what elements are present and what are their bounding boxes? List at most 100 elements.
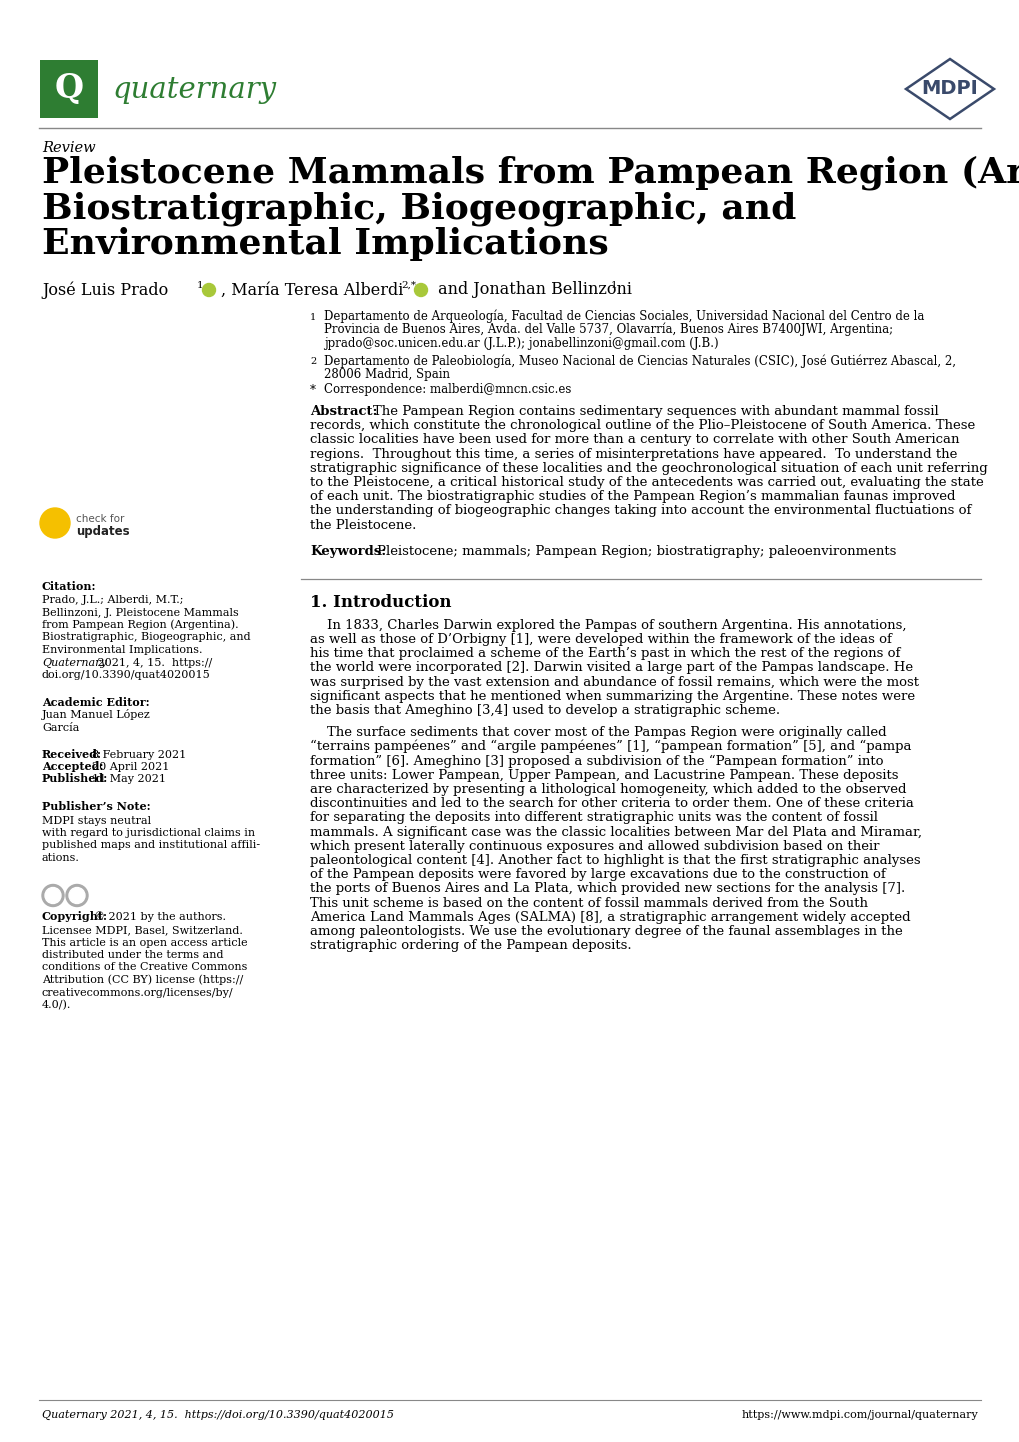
Text: mammals. A significant case was the classic localities between Mar del Plata and: mammals. A significant case was the clas… <box>310 826 921 839</box>
Text: and Jonathan Bellinzoni: and Jonathan Bellinzoni <box>433 281 637 298</box>
Text: ations.: ations. <box>42 854 79 862</box>
Text: the Pleistocene.: the Pleistocene. <box>310 519 416 532</box>
Text: MDPI stays neutral: MDPI stays neutral <box>42 816 151 825</box>
Text: 2,*: 2,* <box>400 281 416 290</box>
Text: 1: 1 <box>610 281 618 290</box>
Text: regions.  Throughout this time, a series of misinterpretations have appeared.  T: regions. Throughout this time, a series … <box>310 447 957 460</box>
Text: are characterized by presenting a lithological homogeneity, which added to the o: are characterized by presenting a lithol… <box>310 783 906 796</box>
Text: classic localities have been used for more than a century to correlate with othe: classic localities have been used for mo… <box>310 434 959 447</box>
Text: to the Pleistocene, a critical historical study of the antecedents was carried o: to the Pleistocene, a critical historica… <box>310 476 982 489</box>
Text: discontinuities and led to the search for other criteria to order them. One of t: discontinuities and led to the search fo… <box>310 797 913 810</box>
Text: 1: 1 <box>310 313 316 322</box>
Text: José Luis Prado: José Luis Prado <box>42 281 173 298</box>
Text: 1. Introduction: 1. Introduction <box>310 594 451 611</box>
Text: Pleistocene; mammals; Pampean Region; biostratigraphy; paleoenvironments: Pleistocene; mammals; Pampean Region; bi… <box>377 545 896 558</box>
Text: 4.0/).: 4.0/). <box>42 999 71 1009</box>
Text: which present laterally continuous exposures and allowed subdivision based on th: which present laterally continuous expos… <box>310 839 878 852</box>
Text: Juan Manuel López: Juan Manuel López <box>42 709 151 721</box>
Text: Review: Review <box>42 141 96 154</box>
Text: was surprised by the vast extension and abundance of fossil remains, which were : was surprised by the vast extension and … <box>310 676 918 689</box>
Text: Licensee MDPI, Basel, Switzerland.: Licensee MDPI, Basel, Switzerland. <box>42 924 243 934</box>
Text: from Pampean Region (Argentina).: from Pampean Region (Argentina). <box>42 620 238 630</box>
Text: cc: cc <box>48 891 58 900</box>
Text: Keywords:: Keywords: <box>310 545 386 558</box>
Text: Accepted:: Accepted: <box>42 761 103 771</box>
Text: stratigraphic ordering of the Pampean deposits.: stratigraphic ordering of the Pampean de… <box>310 939 631 952</box>
Text: significant aspects that he mentioned when summarizing the Argentine. These note: significant aspects that he mentioned wh… <box>310 689 914 702</box>
Text: ID: ID <box>206 287 212 293</box>
Text: Attribution (CC BY) license (https://: Attribution (CC BY) license (https:// <box>42 975 243 985</box>
Text: García: García <box>42 722 79 733</box>
Text: of each unit. The biostratigraphic studies of the Pampean Region’s mammalian fau: of each unit. The biostratigraphic studi… <box>310 490 955 503</box>
Text: of the Pampean deposits were favored by large excavations due to the constructio: of the Pampean deposits were favored by … <box>310 868 884 881</box>
Text: creativecommons.org/licenses/by/: creativecommons.org/licenses/by/ <box>42 988 233 998</box>
Text: the world were incorporated [2]. Darwin visited a large part of the Pampas lands: the world were incorporated [2]. Darwin … <box>310 662 912 675</box>
Text: In 1833, Charles Darwin explored the Pampas of southern Argentina. His annotatio: In 1833, Charles Darwin explored the Pam… <box>310 619 906 632</box>
Text: This article is an open access article: This article is an open access article <box>42 937 248 947</box>
Text: by: by <box>71 891 83 900</box>
Text: formation” [6]. Ameghino [3] proposed a subdivision of the “Pampean formation” i: formation” [6]. Ameghino [3] proposed a … <box>310 754 882 767</box>
Text: three units: Lower Pampean, Upper Pampean, and Lacustrine Pampean. These deposit: three units: Lower Pampean, Upper Pampea… <box>310 769 898 782</box>
Text: the basis that Ameghino [3,4] used to develop a stratigraphic scheme.: the basis that Ameghino [3,4] used to de… <box>310 704 780 717</box>
Text: 2021, 4, 15.  https://: 2021, 4, 15. https:// <box>94 658 212 668</box>
Circle shape <box>203 284 215 297</box>
Text: ID: ID <box>417 287 424 293</box>
Text: Environmental Implications.: Environmental Implications. <box>42 645 203 655</box>
Text: the understanding of biogeographic changes taking into account the environmental: the understanding of biogeographic chang… <box>310 505 970 518</box>
Circle shape <box>69 887 85 904</box>
Text: Received:: Received: <box>42 748 102 760</box>
Text: distributed under the terms and: distributed under the terms and <box>42 950 223 960</box>
Text: for separating the deposits into different stratigraphic units was the content o: for separating the deposits into differe… <box>310 812 877 825</box>
Text: Pleistocene Mammals from Pampean Region (Argentina).: Pleistocene Mammals from Pampean Region … <box>42 154 1019 189</box>
Text: Correspondence: malberdi@mncn.csic.es: Correspondence: malberdi@mncn.csic.es <box>324 384 571 397</box>
Text: paleontological content [4]. Another fact to highlight is that the first stratig: paleontological content [4]. Another fac… <box>310 854 920 867</box>
Circle shape <box>66 884 88 907</box>
Text: *: * <box>310 384 316 397</box>
Text: © 2021 by the authors.: © 2021 by the authors. <box>94 911 226 923</box>
Text: Published:: Published: <box>42 773 108 784</box>
Text: https://www.mdpi.com/journal/quaternary: https://www.mdpi.com/journal/quaternary <box>741 1410 977 1420</box>
Text: Provincia de Buenos Aires, Avda. del Valle 5737, Olavarría, Buenos Aires B7400JW: Provincia de Buenos Aires, Avda. del Val… <box>324 323 893 336</box>
Text: stratigraphic significance of these localities and the geochronological situatio: stratigraphic significance of these loca… <box>310 461 986 474</box>
Circle shape <box>45 887 61 904</box>
Text: as well as those of D’Orbigny [1], were developed within the framework of the id: as well as those of D’Orbigny [1], were … <box>310 633 891 646</box>
Text: 1: 1 <box>197 281 204 290</box>
Text: among paleontologists. We use the evolutionary degree of the faunal assemblages : among paleontologists. We use the evolut… <box>310 924 902 937</box>
Text: This unit scheme is based on the content of fossil mammals derived from the Sout: This unit scheme is based on the content… <box>310 897 867 910</box>
Text: Q: Q <box>54 72 84 104</box>
Text: quaternary: quaternary <box>112 76 276 104</box>
Text: Biostratigraphic, Biogeographic, and: Biostratigraphic, Biogeographic, and <box>42 633 251 643</box>
Text: 2: 2 <box>310 358 316 366</box>
Text: 8 February 2021: 8 February 2021 <box>92 750 186 760</box>
Text: Environmental Implications: Environmental Implications <box>42 226 608 261</box>
Text: records, which constitute the chronological outline of the Plio–Pleistocene of S: records, which constitute the chronologi… <box>310 420 974 433</box>
Circle shape <box>40 508 70 538</box>
Text: Quaternary: Quaternary <box>42 658 107 668</box>
Text: doi.org/10.3390/quat4020015: doi.org/10.3390/quat4020015 <box>42 671 211 681</box>
Text: The surface sediments that cover most of the Pampas Region were originally calle: The surface sediments that cover most of… <box>310 727 886 740</box>
Text: Quaternary 2021, 4, 15.  https://doi.org/10.3390/quat4020015: Quaternary 2021, 4, 15. https://doi.org/… <box>42 1410 393 1420</box>
FancyBboxPatch shape <box>40 61 98 118</box>
Text: Publisher’s Note:: Publisher’s Note: <box>42 802 151 812</box>
Text: Copyright:: Copyright: <box>42 911 108 923</box>
Text: 20 April 2021: 20 April 2021 <box>92 761 169 771</box>
Text: MDPI: MDPI <box>921 79 977 98</box>
Text: his time that proclaimed a scheme of the Earth’s past in which the rest of the r: his time that proclaimed a scheme of the… <box>310 647 900 660</box>
Text: the ports of Buenos Aires and La Plata, which provided new sections for the anal: the ports of Buenos Aires and La Plata, … <box>310 883 905 895</box>
Text: updates: updates <box>76 525 129 538</box>
Text: ✓: ✓ <box>48 516 62 534</box>
Text: Bellinzoni, J. Pleistocene Mammals: Bellinzoni, J. Pleistocene Mammals <box>42 607 238 617</box>
Text: Abstract:: Abstract: <box>310 405 377 418</box>
Text: The Pampean Region contains sedimentary sequences with abundant mammal fossil: The Pampean Region contains sedimentary … <box>373 405 937 418</box>
Text: 28006 Madrid, Spain: 28006 Madrid, Spain <box>324 368 449 381</box>
Text: conditions of the Creative Commons: conditions of the Creative Commons <box>42 962 248 972</box>
Circle shape <box>414 284 427 297</box>
Circle shape <box>42 884 64 907</box>
Text: Biostratigraphic, Biogeographic, and: Biostratigraphic, Biogeographic, and <box>42 190 796 225</box>
Text: check for: check for <box>76 513 124 523</box>
Text: 11 May 2021: 11 May 2021 <box>92 774 166 784</box>
Text: America Land Mammals Ages (SALMA) [8], a stratigraphic arrangement widely accept: America Land Mammals Ages (SALMA) [8], a… <box>310 911 910 924</box>
Text: “terrains pampéenes” and “argile pampéenes” [1], “pampean formation” [5], and “p: “terrains pampéenes” and “argile pampéen… <box>310 740 911 753</box>
Text: Departamento de Paleobiología, Museo Nacional de Ciencias Naturales (CSIC), José: Departamento de Paleobiología, Museo Nac… <box>324 353 955 368</box>
Text: Citation:: Citation: <box>42 581 97 593</box>
